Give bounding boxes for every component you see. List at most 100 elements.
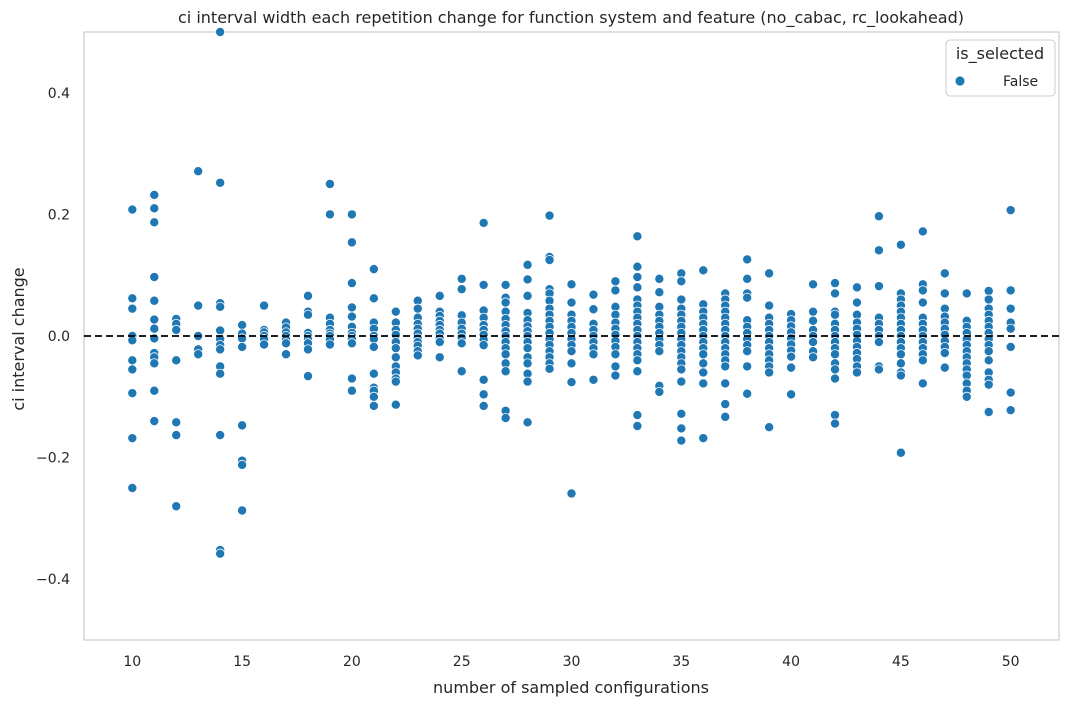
data-point [127, 204, 138, 215]
data-point [302, 371, 313, 382]
data-point [808, 279, 819, 290]
data-point [939, 268, 950, 279]
data-point [434, 352, 445, 363]
data-point [764, 422, 775, 433]
data-point [983, 294, 994, 305]
data-point [566, 488, 577, 499]
data-point [149, 314, 160, 325]
data-point [149, 203, 160, 214]
data-point [895, 447, 906, 458]
data-point [676, 376, 687, 387]
data-point [281, 338, 292, 349]
data-point [830, 418, 841, 429]
data-point [368, 368, 379, 379]
data-point [808, 306, 819, 317]
data-point [808, 337, 819, 348]
data-point [654, 386, 665, 397]
data-point [456, 338, 467, 349]
y-tick-label: 0.0 [48, 329, 70, 345]
data-point [808, 352, 819, 363]
data-point [632, 410, 643, 421]
data-point [588, 289, 599, 300]
data-point [610, 285, 621, 296]
data-point [983, 286, 994, 297]
data-point [171, 417, 182, 428]
data-point [786, 389, 797, 400]
data-point [698, 367, 709, 378]
data-point [566, 279, 577, 290]
data-point [786, 351, 797, 362]
data-point [237, 420, 248, 431]
data-point [434, 337, 445, 348]
data-point [368, 341, 379, 352]
y-tick-label: −0.4 [36, 572, 70, 588]
data-point [632, 366, 643, 377]
data-point [873, 245, 884, 256]
data-point [764, 268, 775, 279]
data-point [1005, 323, 1016, 334]
data-point [324, 178, 335, 189]
data-point [698, 349, 709, 360]
data-point [698, 433, 709, 444]
data-point [215, 177, 226, 188]
data-point [764, 300, 775, 311]
data-point [917, 285, 928, 296]
data-point [1005, 405, 1016, 416]
x-axis: 10 15 20 25 30 35 40 45 50 [123, 654, 1019, 670]
data-point [478, 217, 489, 228]
data-point [698, 358, 709, 369]
data-point [983, 406, 994, 417]
x-tick-label: 40 [782, 654, 800, 670]
data-point [500, 349, 511, 360]
data-point [544, 210, 555, 221]
data-point [127, 303, 138, 314]
data-point [368, 391, 379, 402]
data-point [939, 348, 950, 359]
data-point [346, 373, 357, 384]
data-point [390, 376, 401, 387]
data-point [720, 378, 731, 389]
data-point [830, 364, 841, 375]
x-tick-label: 15 [233, 654, 251, 670]
data-point [720, 361, 731, 372]
data-point [654, 346, 665, 357]
data-point [983, 355, 994, 366]
data-point [412, 303, 423, 314]
data-point [478, 340, 489, 351]
data-point [149, 295, 160, 306]
data-point [171, 501, 182, 512]
data-point [171, 430, 182, 441]
data-point [917, 378, 928, 389]
x-tick-label: 30 [563, 654, 581, 670]
data-point [368, 264, 379, 275]
data-point [259, 339, 270, 350]
data-point [676, 408, 687, 419]
data-point [1005, 205, 1016, 216]
data-point [171, 355, 182, 366]
data-point [1005, 303, 1016, 314]
data-point [1005, 341, 1016, 352]
data-point [390, 306, 401, 317]
data-point [127, 335, 138, 346]
data-point [522, 417, 533, 428]
data-point [127, 355, 138, 366]
data-point [456, 366, 467, 377]
data-point [588, 374, 599, 385]
data-point [830, 410, 841, 421]
data-point [1005, 387, 1016, 398]
data-point [215, 325, 226, 336]
data-point [632, 231, 643, 242]
data-point [346, 311, 357, 322]
data-point [456, 273, 467, 284]
data-point [302, 290, 313, 301]
x-axis-label: number of sampled configurations [433, 678, 709, 697]
data-point [346, 338, 357, 349]
data-point [873, 211, 884, 222]
data-point [676, 294, 687, 305]
data-point [215, 301, 226, 312]
data-point [610, 370, 621, 381]
data-point [895, 239, 906, 250]
data-point [193, 166, 204, 177]
